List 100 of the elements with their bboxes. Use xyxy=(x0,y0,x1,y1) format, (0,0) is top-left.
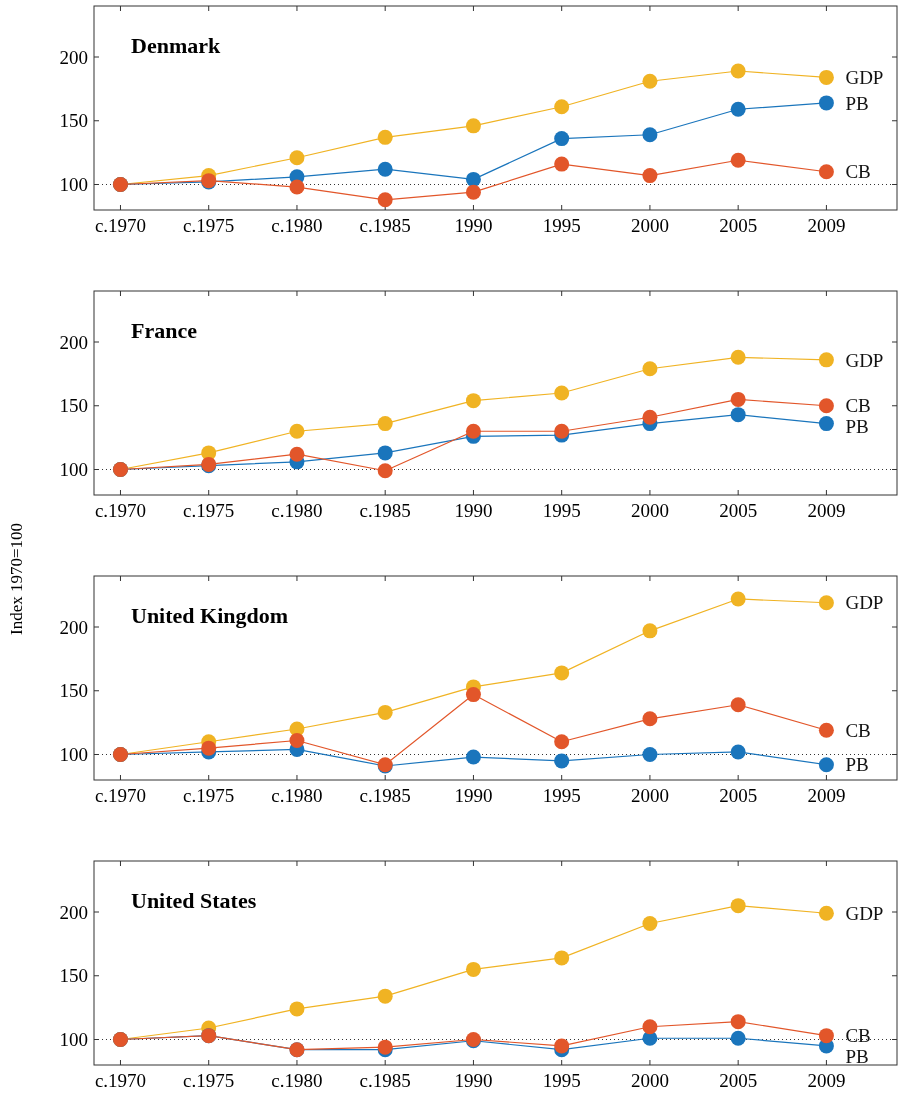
series-label: CB xyxy=(845,1025,871,1047)
point xyxy=(465,749,481,765)
text: France xyxy=(131,318,198,343)
point xyxy=(818,722,834,738)
x-tick-label: 2000 xyxy=(630,500,669,521)
x-tick-label: 2009 xyxy=(807,785,846,806)
point xyxy=(730,1014,746,1030)
x-tick-label: c.1980 xyxy=(271,500,323,521)
x-tick-label: 1990 xyxy=(454,500,493,521)
x-tick-label: c.1975 xyxy=(183,1070,235,1091)
point xyxy=(642,361,658,377)
point xyxy=(289,732,305,748)
y-tick-label: 200 xyxy=(59,901,88,923)
x-tick-label: c.1985 xyxy=(359,500,411,521)
x-tick-label: 1990 xyxy=(454,215,493,236)
x-tick-label: 2005 xyxy=(719,215,758,236)
series-label: GDP xyxy=(845,592,884,614)
x-tick-label: 2009 xyxy=(807,215,846,236)
point xyxy=(818,757,834,773)
series-label: PB xyxy=(845,416,869,438)
x-tick-label: 1995 xyxy=(542,1070,581,1091)
x-tick-label: 1990 xyxy=(454,1070,493,1091)
point xyxy=(642,747,658,762)
x-tick-label: 2009 xyxy=(807,1070,846,1091)
point xyxy=(554,1038,570,1054)
y-tick-label: 100 xyxy=(59,1029,88,1051)
point xyxy=(642,915,658,931)
y-tick-label: 100 xyxy=(59,744,88,766)
point xyxy=(642,168,658,184)
x-tick-label: 2000 xyxy=(630,215,669,236)
x-tick-label: c.1975 xyxy=(183,215,235,236)
y-tick-label: 200 xyxy=(59,616,88,638)
point xyxy=(642,409,658,425)
point xyxy=(465,393,481,409)
point xyxy=(201,740,217,756)
x-tick-label: 1995 xyxy=(542,215,581,236)
y-tick-label: 200 xyxy=(59,46,88,68)
x-tick-label: 2009 xyxy=(807,500,846,521)
point xyxy=(730,152,746,168)
text: United States xyxy=(131,888,257,913)
point xyxy=(818,595,834,611)
y-tick-label: 150 xyxy=(59,395,88,417)
point xyxy=(465,961,481,977)
x-tick-label: 2005 xyxy=(719,500,758,521)
point xyxy=(289,150,305,166)
point xyxy=(377,988,393,1004)
point xyxy=(377,416,393,432)
point xyxy=(554,665,570,681)
point xyxy=(465,171,481,187)
text: Denmark xyxy=(131,33,221,58)
point xyxy=(642,73,658,89)
point xyxy=(289,1001,305,1017)
point xyxy=(730,697,746,713)
point xyxy=(818,1028,834,1044)
series-label: GDP xyxy=(845,349,884,371)
point xyxy=(642,127,658,143)
x-tick-label: c.1970 xyxy=(94,500,147,521)
series-label: PB xyxy=(845,754,869,776)
point xyxy=(818,905,834,921)
point xyxy=(554,423,570,439)
point xyxy=(730,63,746,79)
point xyxy=(289,446,305,462)
x-tick-label: c.1970 xyxy=(94,785,147,806)
series-label: CB xyxy=(845,395,871,417)
x-tick-label: 2000 xyxy=(630,785,669,806)
series-label: PB xyxy=(845,1046,869,1068)
point xyxy=(730,591,746,607)
point xyxy=(730,391,746,407)
x-tick-label: c.1970 xyxy=(94,215,147,236)
point xyxy=(465,423,481,439)
point xyxy=(465,118,481,134)
x-tick-label: c.1985 xyxy=(359,1070,411,1091)
y-tick-label: 150 xyxy=(59,965,88,987)
series-label: CB xyxy=(845,161,871,183)
y-tick-label: 100 xyxy=(59,174,88,196)
point xyxy=(730,1030,746,1046)
x-tick-label: c.1985 xyxy=(359,215,411,236)
point xyxy=(642,1019,658,1035)
y-tick-label: 100 xyxy=(59,459,88,481)
point xyxy=(554,734,570,750)
point xyxy=(554,753,570,769)
series-label: GDP xyxy=(845,67,884,89)
point xyxy=(377,445,393,461)
y-tick-label: 150 xyxy=(59,110,88,132)
point xyxy=(377,192,393,208)
x-tick-label: c.1975 xyxy=(183,785,235,806)
point xyxy=(554,99,570,115)
point xyxy=(642,711,658,727)
point xyxy=(818,352,834,368)
point xyxy=(289,179,305,195)
x-tick-label: c.1980 xyxy=(271,785,323,806)
point xyxy=(465,184,481,200)
x-tick-label: c.1980 xyxy=(271,215,323,236)
series-label: GDP xyxy=(845,902,884,924)
x-tick-label: 2005 xyxy=(719,785,758,806)
point xyxy=(730,349,746,365)
point xyxy=(642,623,658,639)
point xyxy=(465,687,481,703)
x-tick-label: 1990 xyxy=(454,785,493,806)
point xyxy=(377,463,393,479)
